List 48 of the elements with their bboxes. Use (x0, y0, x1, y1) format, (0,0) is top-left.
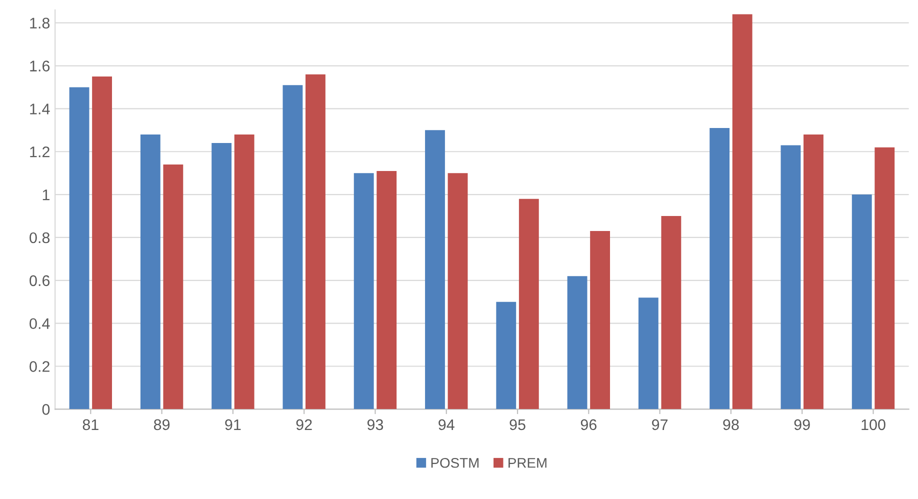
bar (306, 74, 326, 410)
bar (780, 145, 801, 410)
y-tick-label: 1.4 (30, 104, 50, 114)
bar (496, 302, 516, 410)
bar (92, 76, 112, 410)
x-tick-label: 91 (225, 419, 241, 430)
bar (354, 173, 374, 410)
bar (234, 134, 254, 410)
x-tick-label: 97 (652, 419, 668, 430)
legend-label: PREM (508, 458, 546, 468)
bar (518, 198, 539, 410)
bar (804, 134, 824, 410)
x-tick-label: 94 (438, 419, 454, 430)
legend-label: POSTM (431, 458, 478, 468)
bar (732, 14, 752, 410)
bar (376, 170, 397, 410)
bar (282, 85, 303, 410)
bar (638, 298, 658, 410)
bar (852, 194, 872, 410)
y-tick-label: 0.8 (30, 232, 50, 244)
bar (710, 128, 730, 410)
bar (874, 147, 895, 410)
y-tick-label: 0 (42, 404, 50, 415)
x-tick-label: 100 (862, 419, 886, 430)
y-tick-label: 0.2 (30, 361, 50, 372)
bar (69, 87, 90, 410)
bar (661, 216, 682, 410)
x-tick-label: 92 (296, 419, 312, 430)
x-tick-label: 81 (82, 419, 98, 430)
bar (425, 130, 445, 410)
x-tick-label: 99 (794, 419, 810, 430)
bar (567, 276, 588, 410)
bar (212, 143, 232, 410)
x-tick-label: 93 (367, 419, 384, 430)
y-tick-label: 1.8 (30, 18, 50, 29)
y-tick-label: 1.2 (30, 146, 50, 158)
y-tick-label: 0.4 (30, 318, 50, 330)
y-tick-label: 1 (42, 190, 50, 200)
x-tick-label: 98 (723, 419, 739, 430)
bar (140, 134, 160, 410)
y-tick-label: 1.6 (30, 60, 50, 72)
bar (163, 164, 184, 410)
y-tick-label: 0.6 (30, 275, 50, 286)
bar (448, 173, 468, 410)
x-tick-label: 95 (510, 419, 526, 430)
x-tick-label: 89 (154, 419, 170, 430)
bar (590, 231, 610, 410)
x-tick-label: 96 (580, 419, 596, 430)
